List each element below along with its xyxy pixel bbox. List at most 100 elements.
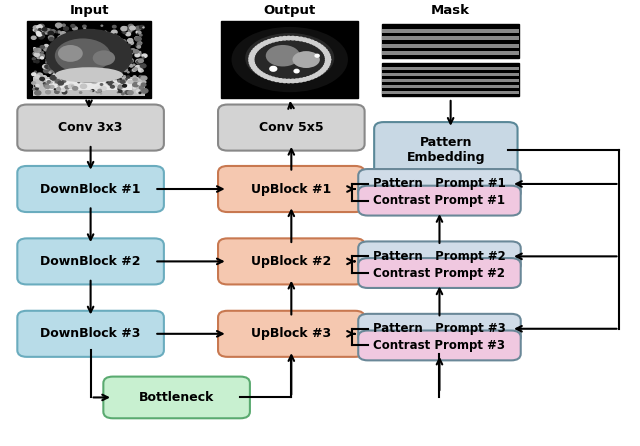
Circle shape — [40, 77, 44, 80]
Circle shape — [120, 74, 124, 76]
Circle shape — [74, 74, 79, 77]
Circle shape — [100, 93, 102, 94]
Circle shape — [34, 48, 38, 51]
Circle shape — [142, 54, 147, 58]
Circle shape — [121, 59, 122, 60]
Text: DownBlock #1: DownBlock #1 — [40, 182, 141, 195]
Circle shape — [255, 70, 260, 73]
Circle shape — [58, 81, 63, 85]
Circle shape — [110, 56, 113, 58]
Circle shape — [51, 53, 56, 57]
Circle shape — [250, 63, 255, 67]
Circle shape — [77, 55, 79, 56]
Circle shape — [96, 91, 99, 93]
Text: Pattern   Prompt #1: Pattern Prompt #1 — [373, 178, 506, 190]
Circle shape — [72, 74, 77, 78]
Circle shape — [65, 32, 67, 33]
Circle shape — [135, 54, 139, 57]
Circle shape — [52, 46, 54, 48]
Circle shape — [122, 93, 124, 95]
Circle shape — [81, 58, 84, 59]
Circle shape — [33, 88, 36, 90]
Circle shape — [84, 65, 87, 66]
Circle shape — [136, 59, 141, 63]
FancyBboxPatch shape — [218, 166, 365, 212]
Circle shape — [59, 45, 64, 49]
Circle shape — [291, 79, 295, 83]
Circle shape — [127, 63, 131, 66]
Circle shape — [43, 30, 46, 33]
Circle shape — [32, 73, 36, 76]
Circle shape — [92, 79, 97, 83]
Ellipse shape — [45, 29, 132, 83]
Circle shape — [123, 63, 127, 66]
Circle shape — [76, 49, 78, 50]
Circle shape — [36, 29, 37, 30]
Circle shape — [43, 65, 49, 69]
Circle shape — [134, 50, 135, 51]
Circle shape — [100, 87, 106, 91]
Circle shape — [49, 72, 51, 73]
Circle shape — [109, 56, 112, 58]
Circle shape — [136, 45, 140, 47]
Circle shape — [127, 44, 131, 47]
Text: UpBlock #1: UpBlock #1 — [251, 182, 332, 195]
Ellipse shape — [58, 45, 83, 62]
Circle shape — [99, 66, 100, 67]
Circle shape — [127, 91, 133, 95]
Circle shape — [109, 45, 113, 49]
Circle shape — [33, 26, 38, 29]
Circle shape — [136, 31, 140, 33]
Circle shape — [140, 34, 142, 36]
Circle shape — [121, 40, 126, 43]
Circle shape — [113, 48, 114, 49]
Circle shape — [83, 25, 86, 28]
Circle shape — [34, 48, 35, 49]
Circle shape — [286, 79, 291, 83]
Circle shape — [89, 53, 90, 54]
Circle shape — [35, 49, 38, 51]
Circle shape — [260, 73, 266, 77]
Circle shape — [44, 48, 49, 51]
Circle shape — [120, 80, 125, 83]
Circle shape — [129, 39, 132, 41]
Circle shape — [306, 39, 311, 42]
Circle shape — [93, 37, 96, 39]
Circle shape — [92, 77, 93, 78]
Text: DownBlock #3: DownBlock #3 — [40, 327, 141, 340]
Circle shape — [68, 84, 74, 88]
Circle shape — [250, 61, 255, 65]
Circle shape — [114, 36, 120, 41]
Circle shape — [79, 76, 81, 78]
Circle shape — [38, 55, 41, 57]
Circle shape — [72, 74, 74, 75]
Circle shape — [70, 76, 75, 79]
Circle shape — [270, 66, 276, 71]
Circle shape — [86, 75, 88, 77]
Circle shape — [97, 59, 99, 61]
Circle shape — [141, 90, 147, 93]
Circle shape — [101, 62, 105, 64]
Circle shape — [118, 85, 123, 88]
Circle shape — [326, 58, 331, 61]
Circle shape — [125, 61, 129, 63]
Circle shape — [101, 61, 104, 63]
Circle shape — [73, 87, 77, 90]
Circle shape — [139, 69, 143, 72]
Circle shape — [118, 88, 121, 90]
Circle shape — [58, 88, 60, 90]
FancyBboxPatch shape — [358, 241, 521, 271]
Circle shape — [104, 70, 109, 73]
Circle shape — [45, 31, 49, 34]
Text: Pattern
Embedding: Pattern Embedding — [406, 136, 485, 164]
Text: Pattern   Prompt #2: Pattern Prompt #2 — [373, 250, 506, 263]
Circle shape — [130, 65, 132, 67]
Circle shape — [44, 69, 49, 73]
Bar — [221, 21, 358, 98]
Ellipse shape — [266, 45, 300, 66]
Circle shape — [117, 65, 120, 67]
Circle shape — [92, 77, 94, 78]
Circle shape — [271, 38, 275, 42]
Circle shape — [137, 34, 138, 35]
Circle shape — [294, 37, 300, 40]
